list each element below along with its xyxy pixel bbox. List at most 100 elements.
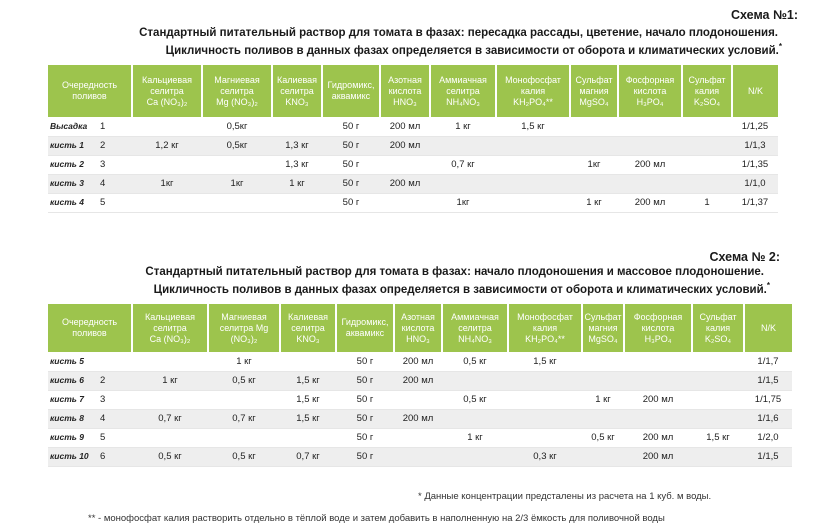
table-cell	[380, 193, 430, 213]
stage-number: 2	[100, 140, 106, 151]
table-cell: 1 кг	[430, 117, 496, 137]
column-header-line: селитра	[458, 322, 492, 333]
stage-cell: кисть 4 5	[48, 193, 132, 213]
table-cell	[624, 409, 692, 429]
column-header-line: N/K	[760, 322, 776, 333]
table-cell: 50 г	[336, 409, 394, 429]
stage-number: 6	[100, 451, 106, 462]
table-row: кисть 7 3 1,5 кг 50 г 0,5 кг 1 кг 200 мл 1/1,75	[48, 390, 792, 410]
scheme1-label: Схема №1:	[730, 8, 798, 22]
column-header-line: H₃PO₄	[636, 96, 664, 107]
column-header-line: NH₄NO₃	[446, 96, 480, 107]
table-cell: 1,5 кг	[692, 428, 744, 448]
table-cell: 200 мл	[394, 352, 442, 372]
column-header-line: Очередность	[61, 80, 118, 90]
scheme2-table: Очередность поливов Кальциевая селитра Ca (N…	[48, 304, 792, 467]
stage-cell: кисть 9 5	[48, 428, 132, 448]
table-cell	[624, 371, 692, 391]
column-header-line: аквамикс	[331, 91, 371, 101]
table-cell	[208, 390, 280, 410]
column-header-line: калия	[694, 85, 720, 96]
table-cell	[496, 174, 570, 194]
table-cell: 0,5 кг	[132, 447, 208, 467]
column-header-line: Монофосфат	[517, 311, 573, 322]
column-header: Фосфорная кислота H₃PO₄	[624, 304, 693, 352]
footnote-concentration: * Данные концентрации предсталены из рас…	[418, 491, 712, 502]
column-header: Кальциевая селитра Ca (NO₃)₂	[132, 65, 203, 117]
column-header-line: Фосфорная	[625, 74, 675, 85]
stage-number: 2	[100, 375, 106, 386]
table-cell	[272, 117, 322, 137]
table-cell	[618, 136, 682, 156]
table-cell: 0,5кг	[202, 117, 272, 137]
table-cell: 50 г	[336, 352, 394, 372]
table-cell: 1/1,5	[744, 371, 792, 391]
table-cell: 200 мл	[380, 117, 430, 137]
scheme2-title-mark: *	[766, 281, 770, 290]
stage-cell: кисть 3 4	[48, 174, 132, 194]
table-cell: 0,3 кг	[508, 447, 582, 467]
table-cell: 1/1,5	[744, 447, 792, 467]
scheme1-title-line2-text: Цикличность поливов в данных фазах опред…	[165, 44, 779, 57]
table-cell	[132, 428, 208, 448]
column-header-line: селитра	[446, 85, 480, 96]
column-header: Сульфат магния MgSO₄	[570, 65, 619, 117]
footnote-monophosphate: ** - монофосфат калия растворить отдельн…	[88, 513, 665, 524]
column-header-line: магния	[588, 322, 618, 333]
scheme1-title-line2: Цикличность поливов в данных фазах опред…	[166, 42, 782, 57]
table-cell	[624, 352, 692, 372]
column-header-line: поливов	[72, 91, 107, 101]
table-cell: 200 мл	[394, 371, 442, 391]
table-cell	[280, 352, 336, 372]
table-cell	[508, 390, 582, 410]
table-row: кисть 9 5 50 г 1 кг 0,5 кг 200 мл 1,5 кг 1/2,0	[48, 428, 792, 448]
table-cell: 50 г	[322, 193, 380, 213]
column-header: Очередность поливов	[48, 304, 133, 352]
table-cell	[132, 390, 208, 410]
stage-number: 5	[100, 432, 106, 443]
stage-name: кисть 5	[50, 355, 84, 366]
column-header: N/K	[732, 65, 778, 117]
table-cell: 50 г	[322, 117, 380, 137]
column-header-line: Mg (NO₃)₂	[216, 96, 258, 107]
column-header-line: Фосфорная	[633, 311, 683, 322]
table-cell: 1 кг	[272, 174, 322, 194]
column-header: Сульфат калия K₂SO₄	[692, 304, 745, 352]
table-cell	[582, 352, 624, 372]
table-cell: 1/1,7	[744, 352, 792, 372]
table-cell: 200 мл	[624, 447, 692, 467]
table-row: кисть 1 2 1,2 кг 0,5кг 1,3 кг 50 г 200 мл 1/1,3	[48, 136, 778, 156]
table-cell: 1/1,3	[732, 136, 778, 156]
table-row: кисть 6 2 1 кг 0,5 кг 1,5 кг 50 г 200 мл 1/1,5	[48, 371, 792, 391]
table-cell: 200 мл	[624, 428, 692, 448]
table-cell: 1 кг	[208, 352, 280, 372]
table-cell: 50 г	[322, 174, 380, 194]
scheme2-title-line2: Цикличность поливов в данных фазах опред…	[154, 281, 770, 296]
table-cell: 0,7 кг	[280, 447, 336, 467]
table-cell	[582, 371, 624, 391]
table-cell	[582, 447, 624, 467]
column-header: Магниевая селитра Mg (NO₃)₂	[208, 304, 281, 352]
table-cell: 1кг	[430, 193, 496, 213]
table-cell	[394, 428, 442, 448]
column-header-line: Сульфат	[575, 74, 613, 85]
table-cell: 0,7 кг	[208, 409, 280, 429]
table-cell	[570, 174, 618, 194]
table-cell: 1,3 кг	[272, 136, 322, 156]
column-header-line: MgSO₄	[579, 96, 609, 107]
stage-name: кисть 2	[50, 159, 84, 169]
column-header-line: Азотная	[388, 74, 422, 85]
table-cell: 1/1,0	[732, 174, 778, 194]
table-cell: 200 мл	[394, 409, 442, 429]
table-cell	[508, 409, 582, 429]
column-header-line: KNO₃	[285, 96, 309, 107]
column-header: Сульфат калия K₂SO₄	[682, 65, 733, 117]
table-cell: 1/1,6	[744, 409, 792, 429]
table-cell	[508, 428, 582, 448]
table-cell	[394, 390, 442, 410]
table-cell: 200 мл	[618, 193, 682, 213]
table-cell: 0,5 кг	[208, 371, 280, 391]
stage-cell: кисть 5	[48, 352, 132, 372]
column-header-line: кислота	[641, 322, 675, 333]
